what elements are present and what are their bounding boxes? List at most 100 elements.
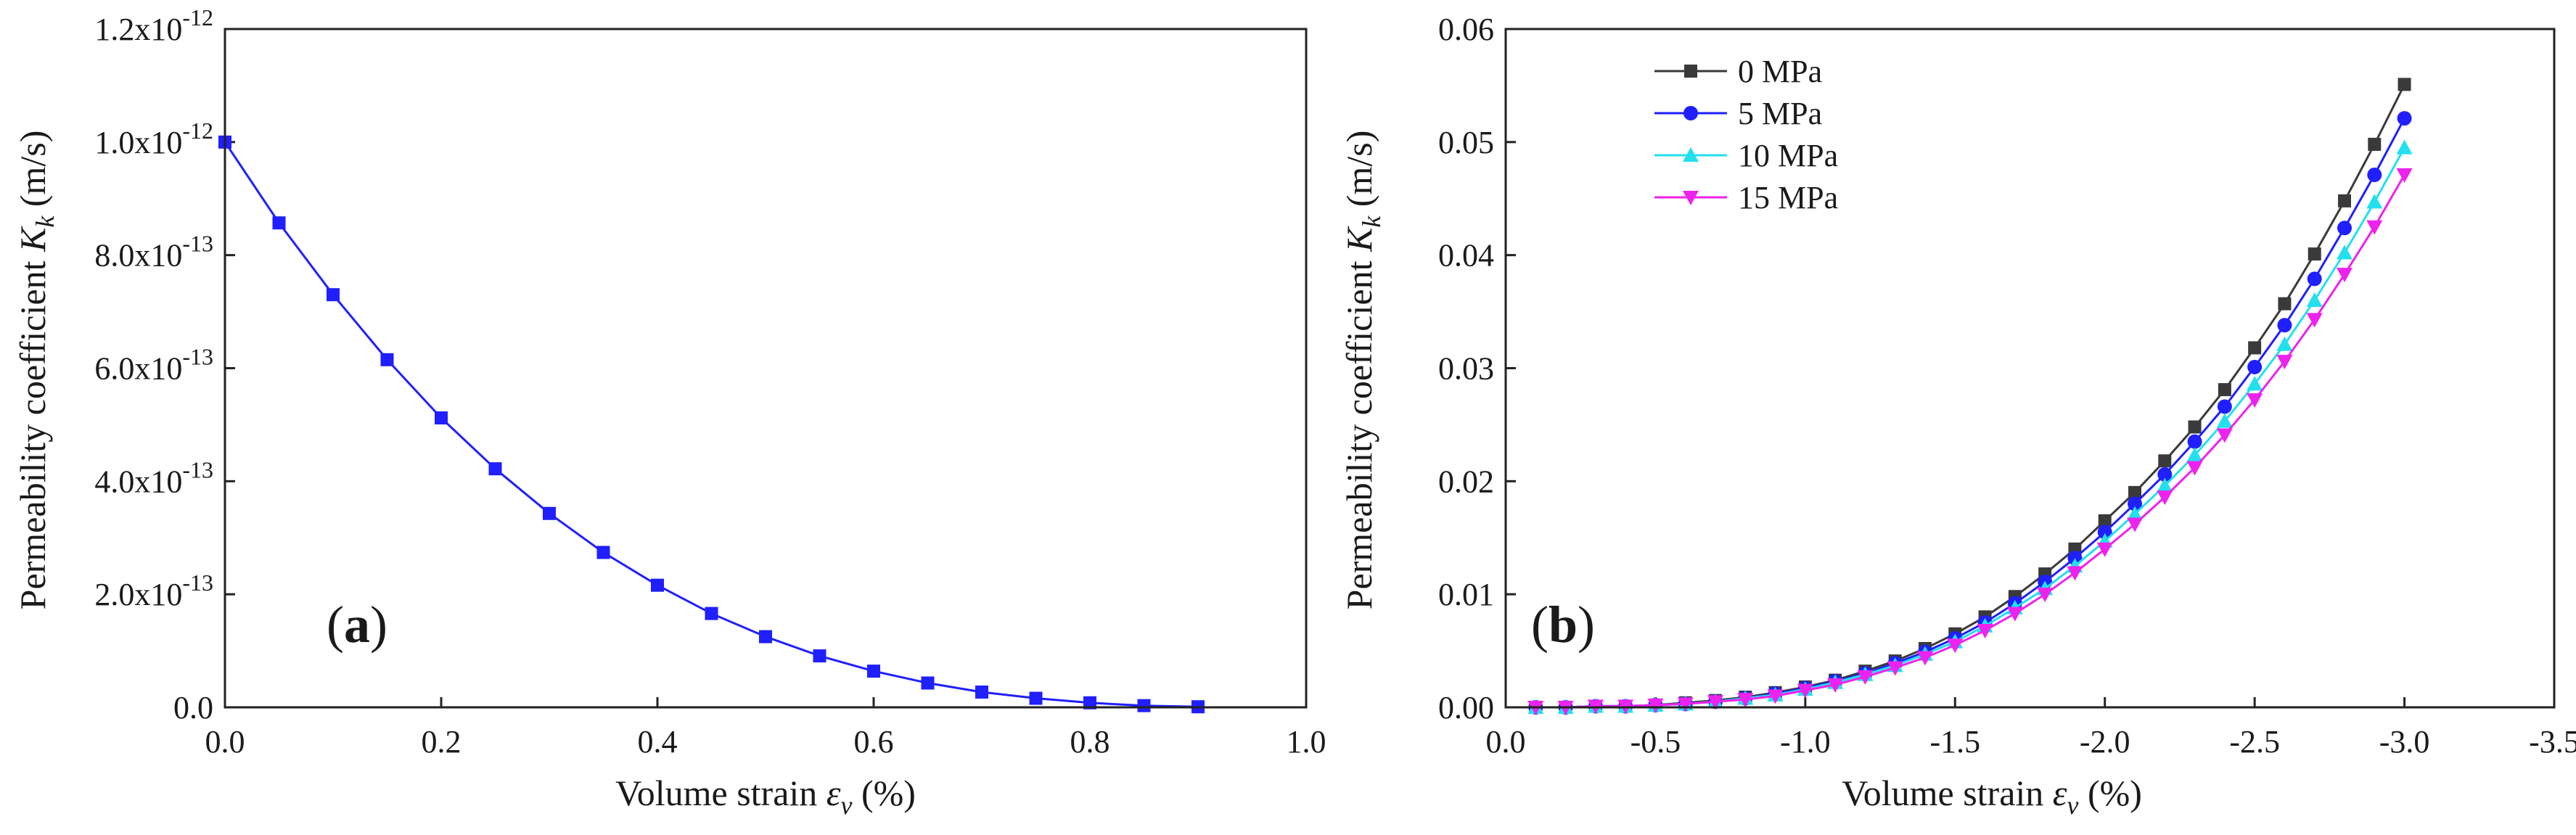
panel-a-data-point	[921, 676, 935, 690]
panel-a-xtick-label: 0.8	[1070, 724, 1110, 760]
panel-b-xtick-label: -1.5	[1929, 724, 1980, 760]
panel-b-data-point-3	[1677, 697, 1694, 712]
panel-b-xtick-label: -2.5	[2229, 724, 2280, 760]
panel-b-xtick-label: -0.5	[1630, 724, 1681, 760]
panel-b-data-point-2	[2127, 506, 2143, 521]
panel-b-data-point-3	[1977, 624, 1993, 639]
panel-b-data-point-0	[2188, 420, 2202, 434]
panel-b-data-point-3	[2366, 220, 2383, 235]
panel-b-ytick-label: 0.05	[1438, 125, 1494, 160]
panel-b-data-point-0	[2368, 137, 2382, 151]
panel-b-ytick-label: 0.03	[1438, 351, 1494, 387]
panel-b-data-point-3	[1767, 689, 1784, 704]
panel-a-ylabel: Permeability coefficient Kk (m/s)	[12, 131, 60, 610]
panel-b-data-point-0	[2338, 194, 2351, 207]
panel-b: 0.0 -0.5 -1.0 -1.5 -2.0 -2.5 -3.0 -3.5 0.00 0.01 0…	[1339, 12, 2576, 820]
panel-b-data-point-3	[2037, 588, 2054, 603]
panel-b-data-point-3	[2337, 268, 2353, 283]
panel-b-data-point-1	[2097, 525, 2112, 540]
panel-b-data-point-1	[2277, 318, 2292, 333]
panel-b-data-point-3	[2306, 313, 2323, 328]
panel-a-plot-frame	[223, 28, 1308, 709]
panel-a-data-point	[596, 546, 610, 559]
panel-a-data-point	[813, 649, 826, 663]
legend-marker	[1684, 65, 1697, 78]
panel-b-data-point-3	[2067, 566, 2083, 581]
panel-b-ytick-label: 0.00	[1438, 690, 1494, 725]
panel-a-data-point	[380, 353, 394, 366]
panel-b-data-point-3	[1647, 698, 1664, 713]
panel-a-data-point	[488, 462, 502, 476]
panel-a-ytick-label: 1.0x10-12	[94, 118, 213, 160]
panel-a-data-point	[435, 411, 448, 425]
panel-b-data-point-2	[2337, 244, 2353, 260]
panel-b-data-point-3	[2006, 606, 2023, 622]
legend-label: 5 MPa	[1738, 96, 1822, 131]
panel-b-data-point-0	[2248, 341, 2262, 355]
panel-b-data-point-0	[2278, 297, 2292, 310]
panel-b-data-point-2	[2276, 336, 2293, 351]
panel-a-data-point	[1083, 696, 1096, 709]
panel-b-data-point-3	[1947, 638, 1964, 654]
panel-b-ylabel: Permeability coefficient Kk (m/s)	[1339, 131, 1386, 610]
panel-b-data-point-3	[2157, 490, 2173, 506]
panel-b-data-point-3	[1797, 683, 1813, 699]
panel-a-ytick-label: 0.0	[173, 690, 213, 725]
legend-marker	[1683, 106, 1698, 120]
panel-b-data-point-1	[2367, 168, 2382, 183]
panel-b-data-point-3	[2186, 461, 2203, 476]
panel-b-ytick-label: 0.02	[1438, 464, 1494, 499]
panel-b-xtick-label: -3.5	[2529, 724, 2576, 760]
panel-b-data-point-3	[1827, 678, 1844, 693]
panel-b-data-point-0	[2397, 78, 2411, 91]
panel-b-ytick-label: 0.01	[1438, 577, 1494, 612]
panel-b-data-point-3	[2127, 517, 2143, 532]
panel-b-data-point-1	[2397, 111, 2412, 126]
panel-b-xtick-label: -3.0	[2379, 724, 2430, 760]
panel-b-data-point-3	[2247, 393, 2263, 408]
panel-a-xtick-label: 1.0	[1287, 724, 1326, 760]
panel-a-data-point	[272, 216, 286, 230]
panel-b-data-point-2	[2186, 447, 2203, 462]
panel-b-legend: 0 MPa 5 MPa 10 MPa 15 MPa	[1654, 54, 1838, 215]
panel-b-xtick-label: -1.0	[1780, 724, 1831, 760]
panel-a-ytick-label: 2.0x10-13	[94, 569, 213, 612]
panel-a-data-point	[975, 685, 988, 699]
panel-a-xtick-label: 0.4	[638, 724, 678, 760]
panel-a-data-point	[867, 665, 880, 678]
panel-b-data-point-2	[2366, 194, 2383, 209]
panel-a-ytick-label: 4.0x10-13	[94, 456, 213, 499]
panel-b-data-point-3	[2396, 168, 2413, 184]
panel-a-xtick-label: 0.6	[854, 724, 894, 760]
panel-b-data-point-1	[2247, 359, 2263, 374]
legend-label: 10 MPa	[1738, 138, 1838, 173]
panel-b-data-point-3	[1857, 670, 1874, 685]
legend-marker	[1683, 191, 1699, 205]
panel-b-data-point-1	[2307, 271, 2322, 287]
panel-b-data-point-3	[1737, 693, 1754, 708]
panel-b-data-point-1	[2337, 221, 2352, 236]
panel-b-data-point-3	[2096, 542, 2113, 557]
panel-b-data-point-1	[2217, 399, 2232, 414]
panel-b-data-point-2	[2306, 292, 2323, 307]
panel-b-data-point-3	[1917, 651, 1933, 666]
panel-a-data-point	[543, 506, 556, 520]
panel-a-label: (a)	[327, 596, 387, 654]
panel-b-data-point-0	[2128, 485, 2141, 499]
panel-b-data-point-3	[1887, 661, 1903, 676]
panel-a-ytick-label: 6.0x10-13	[94, 344, 213, 387]
panel-a-data-point	[651, 578, 664, 592]
panel-a-data-point	[759, 630, 772, 643]
panel-a-xtick-label: 0.0	[205, 724, 245, 760]
panel-b-data-point-2	[2247, 376, 2263, 391]
panel-b-data-point-3	[1707, 695, 1723, 710]
panel-b-data-point-1	[2187, 434, 2202, 449]
panel-b-data-point-2	[2216, 413, 2233, 428]
panel-a-ytick-label: 1.2x10-12	[94, 4, 213, 47]
panel-a-ytick-label: 8.0x10-13	[94, 231, 213, 273]
panel-b-data-point-0	[2218, 383, 2231, 397]
panel-b-xlabel: Volume strain εv (%)	[1842, 773, 2142, 820]
panel-a-data-point	[327, 288, 340, 302]
